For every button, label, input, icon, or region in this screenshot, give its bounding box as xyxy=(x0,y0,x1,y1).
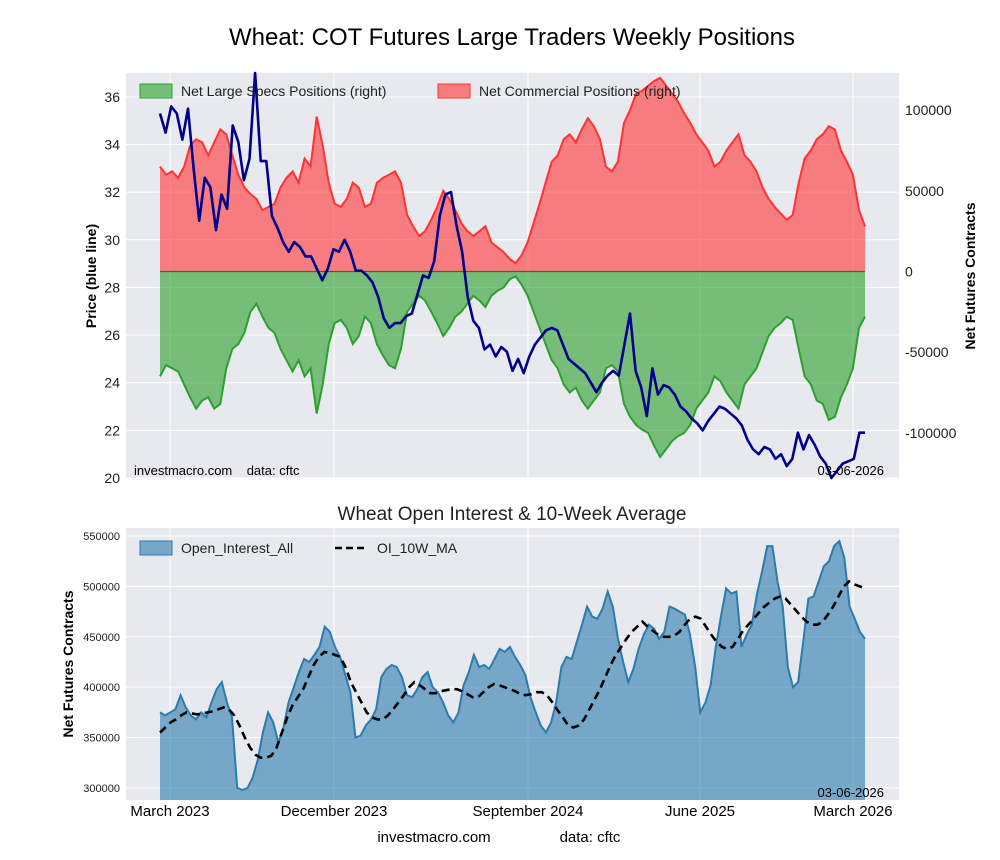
top-yticks-right: -100000 -50000 0 50000 100000 xyxy=(905,102,957,441)
bottom-panel: 300000 350000 400000 450000 500000 550000 Mar… xyxy=(60,528,899,820)
commercial-line xyxy=(159,76,866,265)
top-ylabel-right: Net Futures Contracts xyxy=(962,202,978,349)
top-yticks-left: 20 22 24 26 28 30 32 34 36 xyxy=(104,89,120,486)
legend-label-oi: Open_Interest_All xyxy=(181,540,293,556)
top-ytick-left: 36 xyxy=(104,89,120,105)
open-interest-area xyxy=(160,541,865,800)
top-ytick-left: 24 xyxy=(104,375,120,391)
top-ytick-right: -100000 xyxy=(905,425,957,441)
top-ytick-left: 34 xyxy=(104,136,120,152)
bottom-ytick: 350000 xyxy=(83,733,120,745)
legend-swatch-oi xyxy=(139,540,173,556)
specs-line xyxy=(159,275,866,459)
legend-label-commercial: Net Commercial Positions (right) xyxy=(479,83,681,99)
bottom-yticks: 300000 350000 400000 450000 500000 550000 xyxy=(83,531,120,795)
top-ytick-left: 20 xyxy=(104,470,120,486)
bottom-ytick: 450000 xyxy=(83,632,120,644)
footer-source: data: cftc xyxy=(560,829,621,846)
bottom-date-note: 03-06-2026 xyxy=(818,785,885,800)
price-line xyxy=(158,71,865,480)
bottom-legend: Open_Interest_All OI_10W_MA xyxy=(139,540,458,556)
bottom-ytick: 500000 xyxy=(83,581,120,593)
specs-area xyxy=(160,271,865,457)
top-source-note: investmacro.com data: cftc xyxy=(134,463,300,478)
footer-site: investmacro.com xyxy=(377,829,490,846)
top-ytick-left: 26 xyxy=(104,327,120,343)
commercial-area xyxy=(160,77,865,272)
open-interest-line xyxy=(159,539,866,791)
bottom-xtick: September 2024 xyxy=(473,803,584,820)
top-ytick-right: 100000 xyxy=(905,102,952,118)
top-ytick-left: 30 xyxy=(104,232,120,248)
top-ytick-right: 0 xyxy=(905,263,913,279)
top-legend: Net Large Specs Positions (right) Net Co… xyxy=(139,83,681,99)
bottom-xtick: March 2026 xyxy=(813,803,892,820)
bottom-ytick: 400000 xyxy=(83,682,120,694)
bottom-xtick: December 2023 xyxy=(281,803,388,820)
top-ytick-left: 22 xyxy=(104,422,120,438)
top-ytick-right: 50000 xyxy=(905,183,944,199)
oi-10w-ma-line xyxy=(159,579,866,759)
bottom-ytick: 550000 xyxy=(83,531,120,543)
bottom-series-areas xyxy=(159,539,866,800)
legend-swatch-specs xyxy=(139,83,173,99)
legend-swatch-commercial xyxy=(437,83,471,99)
top-panel: 20 22 24 26 28 30 32 34 36 -100000 -50000 0 50000 10… xyxy=(83,71,978,486)
top-ylabel-left: Price (blue line) xyxy=(83,224,99,328)
chart-title: Wheat: COT Futures Large Traders Weekly … xyxy=(229,24,795,51)
top-ytick-left: 32 xyxy=(104,184,120,200)
bottom-ylabel: Net Futures Contracts xyxy=(60,590,76,737)
bottom-ytick: 300000 xyxy=(83,783,120,795)
top-series-areas xyxy=(159,76,866,459)
legend-label-specs: Net Large Specs Positions (right) xyxy=(181,83,386,99)
bottom-xtick: March 2023 xyxy=(130,803,209,820)
top-ytick-right: -50000 xyxy=(905,344,949,360)
top-date-note: 03-06-2026 xyxy=(818,463,885,478)
bottom-xticks: March 2023 December 2023 September 2024 Jun… xyxy=(130,803,892,820)
bottom-xtick: June 2025 xyxy=(665,803,735,820)
legend-label-ma: OI_10W_MA xyxy=(377,540,458,556)
top-price-line xyxy=(158,71,865,480)
top-ytick-left: 28 xyxy=(104,279,120,295)
bottom-subtitle: Wheat Open Interest & 10-Week Average xyxy=(338,504,687,525)
